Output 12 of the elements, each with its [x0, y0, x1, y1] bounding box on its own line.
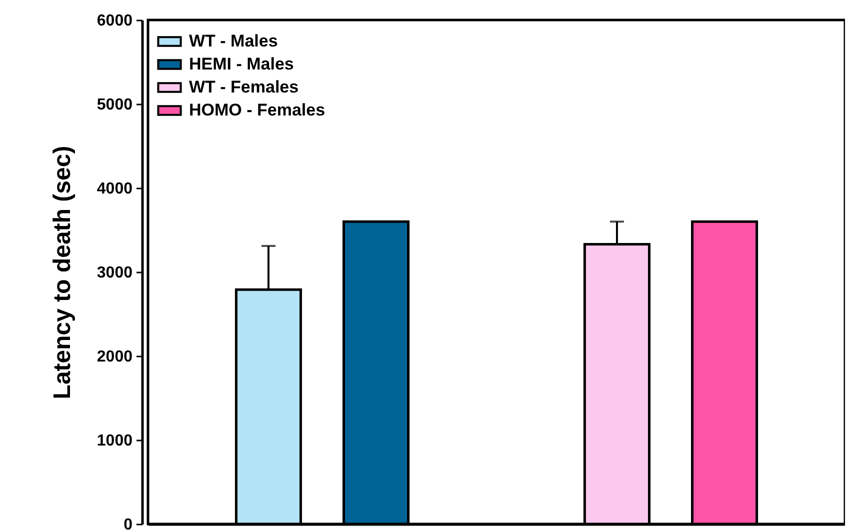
y-tick-label: 4000 — [96, 180, 133, 198]
legend-label: HEMI - Males — [189, 54, 294, 74]
legend-label: WT - Males — [189, 32, 278, 50]
y-tick-label: 5000 — [96, 96, 133, 114]
legend-label: HOMO - Females — [189, 100, 326, 120]
y-tick-label: 3000 — [96, 264, 133, 282]
y-tick-label: 0 — [124, 516, 133, 532]
y-axis-title: Latency to death (sec) — [48, 146, 76, 400]
legend-label: WT - Females — [189, 78, 299, 96]
y-tick-label: 1000 — [96, 432, 133, 450]
y-tick-label: 2000 — [96, 348, 133, 366]
y-tick-label: 6000 — [96, 12, 133, 30]
